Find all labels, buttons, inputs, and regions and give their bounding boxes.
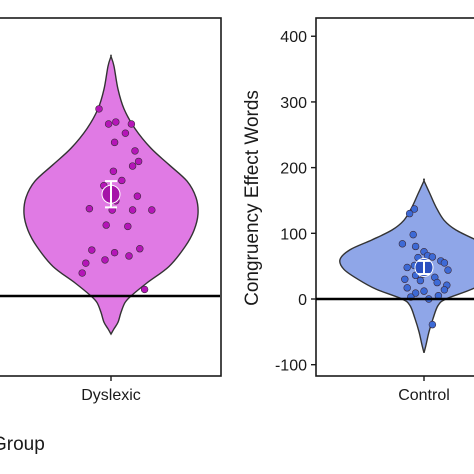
left-data-point [121, 129, 130, 137]
left-data-point [102, 221, 110, 229]
right-data-point [433, 278, 441, 287]
right-data-point [405, 209, 414, 218]
left-data-point [109, 167, 118, 175]
left-summary [101, 180, 121, 209]
left-data-point [112, 118, 120, 126]
right-data-point [411, 242, 420, 251]
right-data-point [420, 287, 428, 295]
left-data-point [136, 245, 144, 253]
right-data-point [428, 253, 437, 261]
left-data-point [85, 204, 94, 213]
right-data-point [410, 205, 419, 213]
left-data-point [110, 138, 119, 147]
right-data-point [428, 320, 437, 329]
left-data-point [110, 248, 119, 257]
left-data-point [133, 192, 142, 200]
right-data-point [440, 286, 449, 294]
right-y-tick-label: -100 [275, 358, 307, 375]
right-y-tick-label: 100 [280, 226, 307, 243]
right-y-axis: -100 0 100 200 300 400 [275, 29, 316, 375]
right-data-point [411, 289, 420, 297]
left-data-point [125, 252, 133, 260]
left-plot-frame [0, 17, 222, 377]
left-data-point [78, 269, 86, 277]
left-data-point [127, 120, 136, 128]
left-data-point [88, 246, 96, 254]
right-data-point [444, 266, 452, 274]
right-data-point [416, 276, 425, 285]
right-y-tick-label: 400 [280, 29, 307, 46]
left-data-point [95, 105, 103, 113]
right-y-tick-label: 0 [298, 292, 307, 309]
left-data-point [124, 222, 132, 231]
left-data-point [101, 256, 109, 264]
right-data-point [403, 263, 411, 272]
left-data-point [118, 176, 126, 185]
right-y-tick-label: 200 [280, 161, 307, 178]
left-data-point [128, 162, 137, 170]
right-x-tick-label: Control [398, 387, 450, 404]
right-data-point [398, 240, 407, 248]
right-plot-frame [315, 17, 474, 377]
left-data-point [140, 285, 149, 294]
right-summary [414, 257, 434, 277]
right-y-axis-title: Congruency Effect Words [242, 90, 263, 306]
left-x-tick-label: Dyslexic [81, 387, 141, 404]
left-x-axis-title: Group [0, 434, 45, 455]
right-data-point [401, 275, 409, 283]
left-data-point [128, 206, 137, 214]
right-data-point [403, 284, 411, 292]
left-data-point [104, 120, 113, 128]
left-data-point [148, 206, 156, 214]
right-y-tick-label: 300 [280, 95, 307, 112]
left-data-point [134, 157, 143, 166]
left-data-point [131, 147, 139, 155]
left-data-point [82, 259, 90, 267]
right-data-point [440, 259, 449, 267]
right-data-point [409, 230, 417, 239]
